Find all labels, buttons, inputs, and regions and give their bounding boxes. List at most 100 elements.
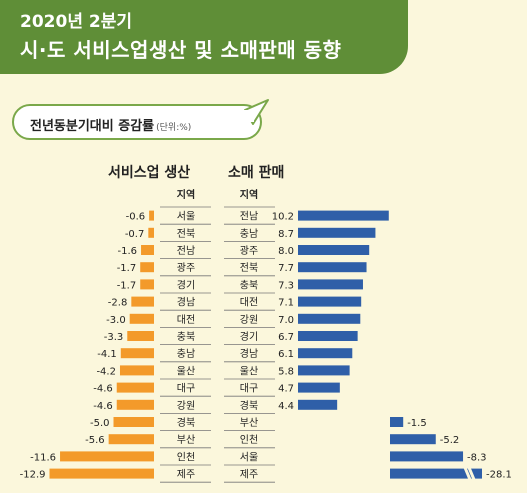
retail-region-label: 광주 [240,245,258,257]
service-bar [119,365,154,376]
retail-bar [390,417,404,427]
service-region-label: 강원 [177,400,195,412]
service-region-label: 전남 [177,245,195,257]
service-region-label: 광주 [177,262,195,274]
axis-break-mark [463,467,476,481]
service-value-label: -4.2 [96,366,116,377]
retail-value-label: -1.5 [407,418,427,429]
subtitle-label: 전년동분기대비 증감률 [30,119,155,134]
title-line-2: 시·도 서비스업생산 및 소매판매 동향 [20,38,342,62]
service-bar [113,417,154,427]
service-bar [148,227,154,238]
service-value-label: -4.6 [93,384,113,395]
retail-region-label: 경기 [240,330,258,343]
retail-value-label: 6.1 [278,349,294,360]
title-banner: 2020년 2분기 시·도 서비스업생산 및 소매판매 동향 [0,0,408,74]
service-chart-title: 서비스업 생산 [108,165,191,181]
retail-bar [298,227,376,238]
service-bar [141,245,154,255]
service-value-label: -11.6 [30,452,56,463]
service-value-label: -4.1 [97,349,117,360]
retail-bar [298,262,367,273]
retail-value-label: -8.3 [467,452,487,463]
retail-bar [298,399,338,410]
retail-bar [298,210,389,221]
retail-region-label: 강원 [240,314,258,326]
service-bar [60,451,154,462]
service-bar [108,434,154,445]
retail-value-label: 7.0 [278,315,294,326]
retail-region-label: 경북 [240,399,258,412]
service-bar [120,348,154,359]
retail-column-header: 지역 [240,188,258,201]
retail-bar [298,245,370,255]
service-bar [127,331,154,341]
retail-region-label: 충북 [240,279,258,291]
retail-bar [298,365,350,376]
retail-value-label: 7.7 [278,263,294,274]
retail-bar [390,451,464,462]
retail-value-label: 10.2 [272,212,294,223]
retail-bar [298,382,340,393]
retail-region-label: 제주 [240,469,258,481]
service-region-label: 대전 [177,314,195,326]
retail-bar [298,279,363,290]
retail-bar [390,468,482,479]
retail-region-label: 대구 [240,383,258,395]
retail-region-label: 인천 [240,434,258,446]
service-bar [49,468,155,479]
retail-value-label: 7.1 [278,298,294,309]
retail-bar [298,348,353,359]
service-value-label: -2.8 [108,298,128,309]
retail-region-label: 부산 [240,417,258,429]
retail-region-label: 울산 [240,365,258,377]
service-region-label: 대구 [177,383,195,395]
service-region-label: 경남 [177,296,195,309]
retail-value-label: 5.8 [278,366,294,377]
service-region-label: 부산 [177,434,195,446]
service-region-label: 경기 [177,278,195,291]
service-region-label: 충남 [177,348,195,360]
retail-value-label: 6.7 [278,332,294,343]
service-value-label: -0.7 [125,229,145,240]
service-bar [116,382,154,393]
retail-value-label: 8.7 [278,229,294,240]
retail-chart-title: 소매 판매 [228,165,285,181]
service-value-label: -1.6 [118,246,138,257]
retail-bar [298,331,358,341]
retail-region-label: 전남 [240,211,258,223]
retail-value-label: -28.1 [486,470,512,481]
service-value-label: -5.6 [85,435,105,446]
retail-region-label: 대전 [240,297,258,309]
service-bar [131,296,154,307]
service-region-label: 인천 [177,451,195,463]
retail-bar [390,434,436,445]
service-column-header: 지역 [177,188,195,201]
service-value-label: -3.0 [106,315,126,326]
unit-label: (단위:%) [156,123,192,133]
service-bar [116,399,154,410]
service-bar [140,279,154,290]
service-value-label: -1.7 [117,280,137,291]
service-region-label: 제주 [177,469,195,481]
service-region-label: 서울 [177,211,195,223]
retail-bar [298,296,362,307]
retail-value-label: 4.4 [278,401,294,412]
title-line-1: 2020년 2분기 [20,12,132,32]
service-bar [129,313,154,324]
service-region-label: 경북 [177,416,195,429]
retail-region-label: 경남 [240,347,258,360]
service-value-label: -3.3 [104,332,124,343]
retail-value-label: 8.0 [278,246,294,257]
retail-region-label: 전북 [240,262,258,274]
service-value-label: -1.7 [117,263,137,274]
service-value-label: -5.0 [90,418,110,429]
retail-value-label: 4.7 [278,384,294,395]
retail-region-label: 서울 [240,451,258,463]
service-region-label: 울산 [177,365,195,377]
service-region-label: 전북 [177,228,195,240]
retail-bar [298,313,361,324]
service-region-label: 충북 [177,331,195,343]
retail-value-label: 7.3 [278,280,294,291]
